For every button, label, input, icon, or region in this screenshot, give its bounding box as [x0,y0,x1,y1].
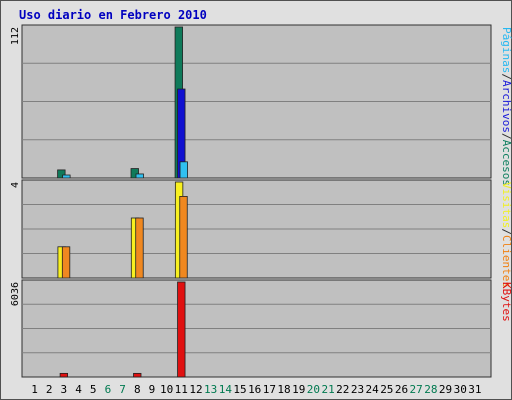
x-tick-label: 31 [468,383,481,396]
x-tick-label: 14 [219,383,233,396]
x-tick-label: 19 [292,383,305,396]
bar-clientes-day-8 [135,217,144,279]
bar-pginas-day-11 [179,161,188,179]
x-tick-label: 21 [321,383,334,396]
x-tick-label: 10 [160,383,173,396]
legend-3: KBytes [500,282,512,322]
bar-clientes-day-3 [61,246,71,279]
bar-pginas-day-3 [62,174,71,179]
y-max-label: 6036 [10,282,21,306]
bar-clientes-day-11 [179,195,188,279]
x-tick-label: 25 [380,383,393,396]
legend-item: Clientes [500,235,512,288]
legend-item: Archivos [500,80,512,133]
x-tick-label: 28 [424,383,437,396]
x-tick-label: 8 [134,383,141,396]
legend-2: Visitas/Clientes [500,182,512,288]
x-tick-label: 6 [105,383,112,396]
bar-accesos-day-8 [130,168,139,179]
legend-item: Accesos [500,140,512,186]
x-tick-label: 4 [75,383,82,396]
x-tick-label: 9 [149,383,156,396]
x-tick-label: 30 [454,383,467,396]
x-tick-label: 23 [351,383,364,396]
x-tick-label: 13 [204,383,217,396]
x-tick-label: 17 [263,383,276,396]
legend-item: Visitas [500,182,512,228]
x-tick-label: 12 [189,383,202,396]
x-tick-label: 1 [31,383,38,396]
x-tick-label: 15 [233,383,246,396]
legend-1: Páginas/Archivos/Accesos [500,27,512,186]
x-tick-label: 24 [366,383,380,396]
legend-item: Páginas [500,27,512,73]
x-tick-label: 5 [90,383,97,396]
x-tick-label: 7 [119,383,126,396]
x-tick-label: 29 [439,383,452,396]
x-tick-label: 22 [336,383,349,396]
chart-title: Uso diario en Febrero 2010 [19,8,207,22]
x-tick-label: 27 [410,383,423,396]
bar-kbytes-day-11 [177,281,186,378]
x-tick-label: 2 [46,383,53,396]
x-tick-label: 3 [61,383,68,396]
bar-pginas-day-8 [135,173,144,179]
x-tick-label: 20 [307,383,320,396]
bar-kbytes-day-3 [59,372,69,378]
y-max-label: 4 [10,182,21,188]
legend-item: KBytes [500,282,512,322]
x-tick-label: 18 [277,383,290,396]
bar-kbytes-day-8 [133,372,142,378]
legend-item: / [500,73,512,80]
bar-accesos-day-3 [57,169,66,179]
x-tick-label: 16 [248,383,261,396]
x-tick-label: 26 [395,383,408,396]
legend-item: / [500,133,512,140]
y-max-label: 112 [10,27,21,45]
legend-item: / [500,228,512,235]
x-tick-label: 11 [175,383,188,396]
